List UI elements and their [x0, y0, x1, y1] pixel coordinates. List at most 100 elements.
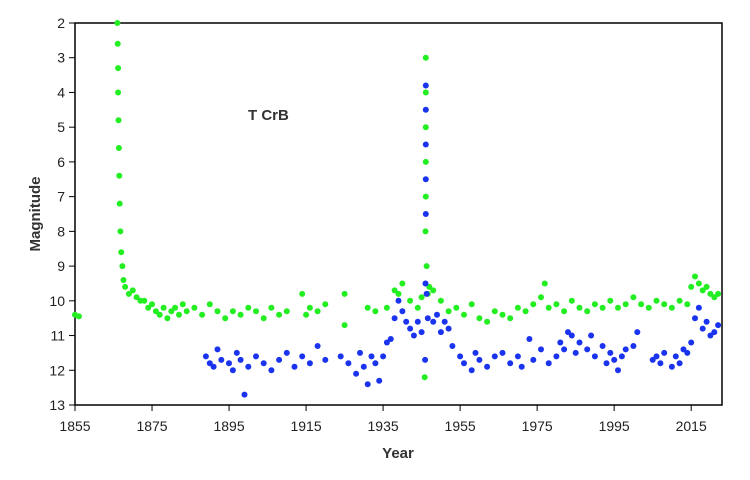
- data-point-green: [179, 301, 186, 308]
- data-point-green: [372, 308, 379, 315]
- data-point-blue: [291, 363, 298, 370]
- data-point-blue: [357, 349, 363, 356]
- data-point-green: [206, 301, 213, 308]
- data-point-blue: [314, 343, 321, 349]
- data-point-blue: [410, 332, 417, 339]
- y-tick-label: 11: [50, 328, 65, 344]
- data-point-blue: [545, 360, 552, 367]
- data-point-green: [117, 228, 124, 235]
- data-point-blue: [364, 381, 371, 388]
- data-point-blue: [422, 280, 429, 287]
- x-tick-label: 1855: [59, 418, 90, 434]
- data-point-green: [149, 301, 155, 308]
- data-point-blue: [245, 363, 252, 370]
- data-point-green: [491, 308, 498, 315]
- data-point-blue: [345, 360, 352, 367]
- data-point-blue: [657, 360, 664, 367]
- data-point-green: [229, 308, 236, 315]
- data-point-green: [461, 311, 467, 318]
- data-point-blue: [461, 360, 467, 367]
- data-point-blue: [599, 343, 606, 349]
- data-point-green: [199, 311, 206, 318]
- data-point-blue: [449, 343, 456, 349]
- data-point-blue: [457, 353, 464, 360]
- data-point-green: [214, 308, 221, 315]
- data-point-blue: [353, 370, 360, 377]
- data-point-green: [75, 313, 82, 320]
- data-point-green: [422, 54, 429, 61]
- data-point-green: [507, 315, 514, 322]
- data-point-green: [303, 311, 310, 318]
- data-point-blue: [229, 367, 236, 374]
- data-point-blue: [422, 82, 429, 89]
- data-point-green: [125, 290, 132, 297]
- data-point-green: [399, 280, 406, 287]
- data-point-green: [414, 304, 421, 311]
- data-point-blue: [391, 315, 398, 322]
- x-tick-label: 1875: [136, 418, 167, 434]
- data-point-blue: [422, 211, 429, 217]
- data-point-green: [541, 280, 548, 287]
- data-point-blue: [210, 363, 217, 370]
- data-point-green: [260, 315, 267, 322]
- data-point-green: [191, 304, 198, 311]
- data-point-blue: [634, 329, 641, 336]
- data-point-blue: [653, 353, 660, 360]
- data-point-blue: [468, 367, 475, 374]
- data-point-green: [622, 301, 629, 308]
- data-point-green: [695, 280, 702, 287]
- data-point-blue: [233, 349, 240, 356]
- y-tick-label: 6: [57, 154, 65, 170]
- data-point-green: [707, 290, 714, 297]
- data-point-green: [176, 311, 182, 318]
- data-point-blue: [360, 363, 367, 370]
- data-point-blue: [576, 339, 583, 346]
- data-point-blue: [680, 346, 687, 353]
- data-point-blue: [276, 356, 283, 363]
- x-tick-label: 1895: [213, 418, 244, 434]
- data-point-blue: [372, 360, 379, 367]
- data-point-green: [164, 315, 171, 322]
- data-point-blue: [514, 353, 521, 360]
- data-point-blue: [622, 346, 629, 353]
- data-point-green: [703, 283, 710, 290]
- y-tick-label: 10: [49, 293, 65, 309]
- data-point-blue: [237, 356, 244, 363]
- data-point-green: [395, 290, 402, 297]
- data-point-blue: [422, 141, 429, 148]
- data-point-green: [538, 294, 544, 301]
- data-point-green: [114, 20, 121, 26]
- data-point-green: [222, 315, 229, 322]
- data-point-blue: [553, 353, 560, 360]
- data-point-green: [476, 315, 483, 322]
- data-point-green: [283, 308, 290, 315]
- data-point-blue: [430, 318, 437, 325]
- data-point-green: [118, 249, 125, 256]
- data-point-green: [422, 228, 429, 235]
- data-point-blue: [561, 346, 568, 353]
- data-point-blue: [699, 325, 706, 332]
- x-tick-label: 1975: [522, 418, 553, 434]
- y-tick-label: 4: [57, 84, 65, 100]
- data-point-green: [453, 304, 460, 311]
- data-point-green: [141, 297, 148, 304]
- data-point-green: [522, 308, 529, 315]
- y-tick-label: 5: [57, 119, 65, 135]
- data-point-blue: [241, 391, 248, 398]
- data-point-blue: [337, 353, 344, 360]
- y-axis-title: Magnitude: [27, 177, 44, 252]
- x-tick-label: 2015: [676, 418, 707, 434]
- chart-annotation: T CrB: [248, 107, 289, 124]
- data-point-green: [152, 308, 159, 315]
- data-point-blue: [588, 332, 595, 339]
- data-point-green: [676, 297, 683, 304]
- data-point-blue: [499, 349, 506, 356]
- data-point-blue: [711, 329, 718, 336]
- data-point-blue: [422, 176, 429, 183]
- data-point-green: [645, 304, 652, 311]
- data-point-green: [122, 283, 129, 290]
- data-point-green: [115, 145, 122, 151]
- data-point-green: [391, 287, 398, 294]
- data-point-green: [341, 322, 348, 329]
- data-point-green: [116, 172, 123, 179]
